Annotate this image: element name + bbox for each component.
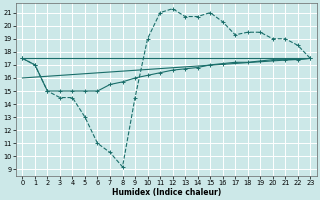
X-axis label: Humidex (Indice chaleur): Humidex (Indice chaleur) [112,188,221,197]
